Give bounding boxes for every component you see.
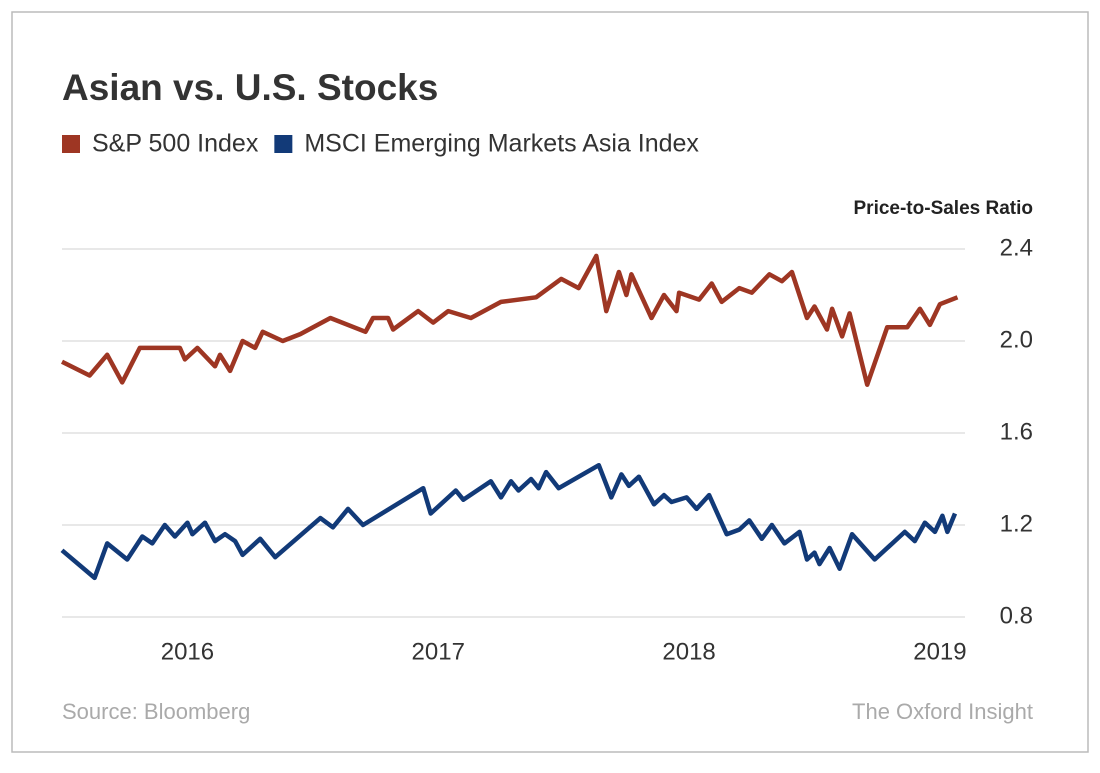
series-line	[60, 462, 958, 581]
y-tick-label: 1.6	[1000, 418, 1033, 445]
legend-label: MSCI Emerging Markets Asia Index	[304, 130, 699, 158]
y-tick-label: 1.2	[1000, 510, 1033, 537]
legend-swatch	[274, 135, 293, 153]
legend-label: S&P 500 Index	[92, 130, 259, 158]
x-tick-label: 2017	[412, 638, 465, 665]
frame	[11, 11, 1089, 753]
x-tick-label: 2018	[662, 638, 715, 665]
y-tick-label: 0.8	[1000, 602, 1033, 629]
series-line	[60, 253, 959, 387]
legend-swatch	[62, 135, 80, 153]
chart-title: Asian vs. U.S. Stocks	[62, 67, 438, 108]
y-tick-label: 2.4	[1000, 234, 1033, 261]
x-tick-label: 2016	[161, 638, 214, 665]
source: Source: Bloomberg	[62, 699, 250, 724]
y-axis-label: Price-to-Sales Ratio	[854, 198, 1034, 219]
y-tick-label: 2.0	[1000, 326, 1033, 353]
credit: The Oxford Insight	[852, 699, 1033, 724]
x-tick-label: 2019	[913, 638, 966, 665]
